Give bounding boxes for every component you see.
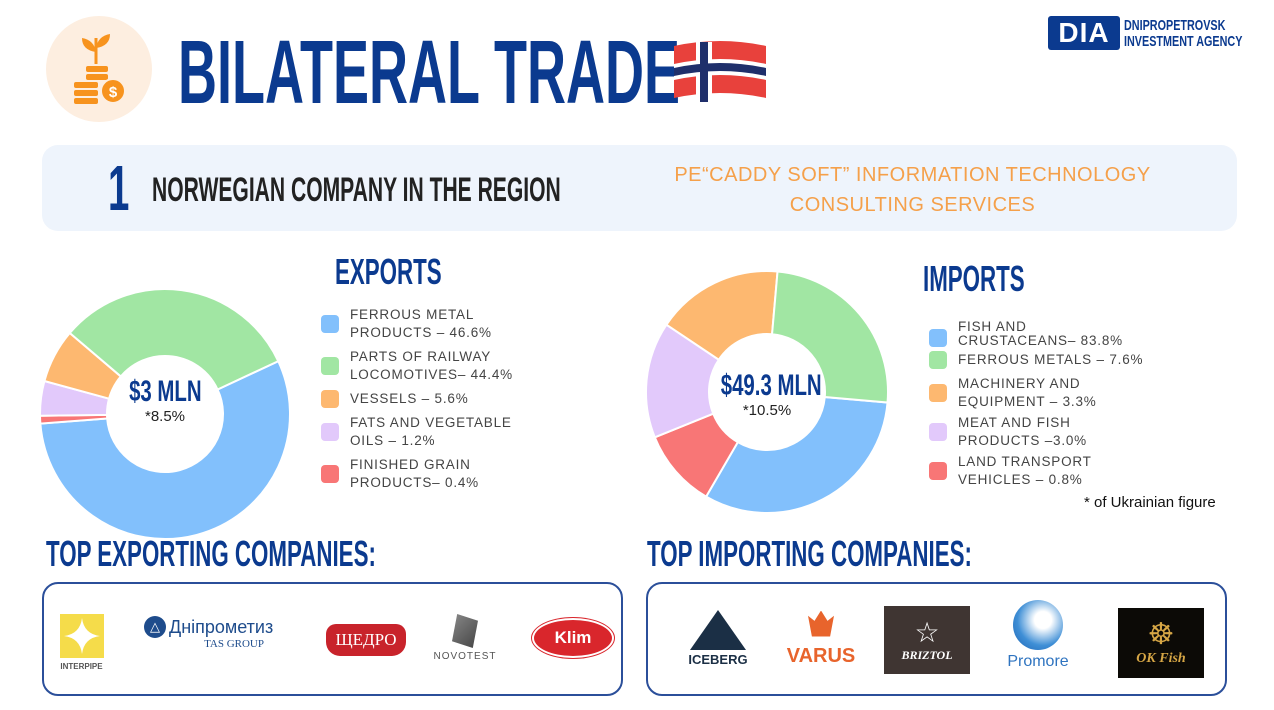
exporters-box: INTERPIPE △ Дніпрометиз TAS GROUP ЩЕДРО … [42, 582, 623, 696]
ship-wheel-icon: ☸ [1147, 618, 1175, 651]
imports-title: IMPORTS [923, 258, 1025, 299]
imports-legend-item: FISH AND CRUSTACEANS– 83.8% [929, 320, 1123, 348]
company-count: 1 [108, 152, 130, 224]
importers-box: ICEBERG VARUS ☆ BRIZTOL Promore ☸ OK Fis… [646, 582, 1227, 696]
imports-legend-item: LAND TRANSPORT VEHICLES – 0.8% [929, 453, 1092, 489]
legend-swatch [321, 423, 339, 441]
exporters-title: TOP EXPORTING COMPANIES: [46, 533, 376, 574]
exports-slice-2 [68, 288, 280, 391]
imports-donut-chart [645, 270, 889, 514]
legend-label: LAND TRANSPORT VEHICLES – 0.8% [958, 454, 1092, 487]
legend-label: PARTS OF RAILWAY LOCOMOTIVES– 44.4% [350, 349, 513, 382]
legend-swatch [929, 462, 947, 480]
exports-share: *8.5% [144, 408, 186, 425]
legend-swatch [321, 315, 339, 333]
legend-label: FINISHED GRAIN PRODUCTS– 0.4% [350, 457, 479, 490]
company-name-line1: PE“CADDY SOFT” INFORMATION TECHNOLOGY [674, 164, 1151, 186]
importers-title: TOP IMPORTING COMPANIES: [647, 533, 972, 574]
page-title: BILATERAL TRADE [178, 23, 680, 123]
exports-donut-chart [38, 288, 291, 540]
legend-label: MACHINERY AND EQUIPMENT – 3.3% [958, 376, 1097, 409]
exports-legend-item: PARTS OF RAILWAY LOCOMOTIVES– 44.4% [321, 348, 513, 384]
legend-swatch [929, 423, 947, 441]
starfish-icon: ☆ [914, 616, 940, 648]
legend-label: FISH AND CRUSTACEANS– 83.8% [958, 319, 1123, 348]
svg-text:$: $ [109, 84, 118, 101]
exports-center: $3 MLN *8.5% [100, 375, 230, 426]
dniprometiz-logo: △ Дніпрометиз TAS GROUP [144, 616, 284, 650]
imports-legend-item: MACHINERY AND EQUIPMENT – 3.3% [929, 375, 1097, 411]
legend-label: VESSELS – 5.6% [350, 391, 469, 406]
novotest-mark [452, 614, 478, 648]
money-growth-icon: $ [46, 16, 152, 122]
company-name-line2: CONSULTING SERVICES [789, 194, 1036, 216]
company-banner [42, 145, 1237, 231]
dniprometiz-icon: △ [144, 616, 166, 638]
legend-swatch [929, 384, 947, 402]
company-name: PE“CADDY SOFT” INFORMATION TECHNOLOGY CO… [640, 160, 1185, 220]
exports-legend-item: VESSELS – 5.6% [321, 390, 469, 408]
imports-share: *10.5% [742, 402, 792, 419]
imports-legend-item: FERROUS METALS – 7.6% [929, 351, 1143, 369]
exports-legend-item: FERROUS METAL PRODUCTS – 46.6% [321, 306, 492, 342]
interpipe-mark [59, 614, 104, 658]
imports-slice-1 [704, 395, 889, 514]
klim-logo: Klim [532, 618, 614, 658]
briztol-logo: ☆ BRIZTOL [884, 606, 970, 674]
exports-total: $3 MLN [128, 375, 202, 408]
promore-mark [1013, 600, 1063, 650]
iceberg-mark [690, 610, 746, 650]
company-count-label: NORWEGIAN COMPANY IN THE REGION [152, 171, 561, 209]
agency-name: DNIPROPETROVSK INVESTMENT AGENCY [1124, 18, 1242, 50]
imports-legend-item: MEAT AND FISH PRODUCTS –3.0% [929, 414, 1087, 450]
legend-swatch [321, 465, 339, 483]
exports-legend-item: FINISHED GRAIN PRODUCTS– 0.4% [321, 456, 479, 492]
norway-flag-icon [672, 40, 768, 104]
promore-logo: Promore [998, 600, 1078, 671]
exports-title: EXPORTS [335, 251, 442, 292]
shchedro-logo: ЩЕДРО [326, 624, 406, 656]
legend-label: FERROUS METALS – 7.6% [958, 352, 1144, 367]
legend-swatch [929, 329, 947, 347]
exports-legend-item: FATS AND VEGETABLE OILS – 1.2% [321, 414, 512, 450]
footnote: * of Ukrainian figure [1084, 494, 1216, 511]
varus-logo: VARUS [778, 606, 864, 672]
legend-swatch [929, 351, 947, 369]
interpipe-logo: INTERPIPE [54, 614, 109, 671]
novotest-logo: NOVOTEST [420, 614, 510, 662]
imports-slice-3 [665, 270, 779, 362]
iceberg-logo: ICEBERG [678, 610, 758, 667]
agency-name-line1: DNIPROPETROVSK [1124, 17, 1226, 34]
imports-center: $49.3 MLN *10.5% [697, 369, 837, 420]
agency-name-line2: INVESTMENT AGENCY [1124, 33, 1243, 50]
legend-swatch [321, 357, 339, 375]
legend-label: FERROUS METAL PRODUCTS – 46.6% [350, 307, 492, 340]
legend-swatch [321, 390, 339, 408]
exports-slice-1 [39, 359, 291, 540]
varus-mark [808, 610, 834, 637]
agency-logo: DIA [1048, 16, 1120, 50]
legend-label: MEAT AND FISH PRODUCTS –3.0% [958, 415, 1087, 448]
legend-label: FATS AND VEGETABLE OILS – 1.2% [350, 415, 512, 448]
imports-total: $49.3 MLN [720, 369, 822, 402]
okfish-logo: ☸ OK Fish [1118, 608, 1204, 678]
imports-slice-2 [770, 270, 889, 404]
